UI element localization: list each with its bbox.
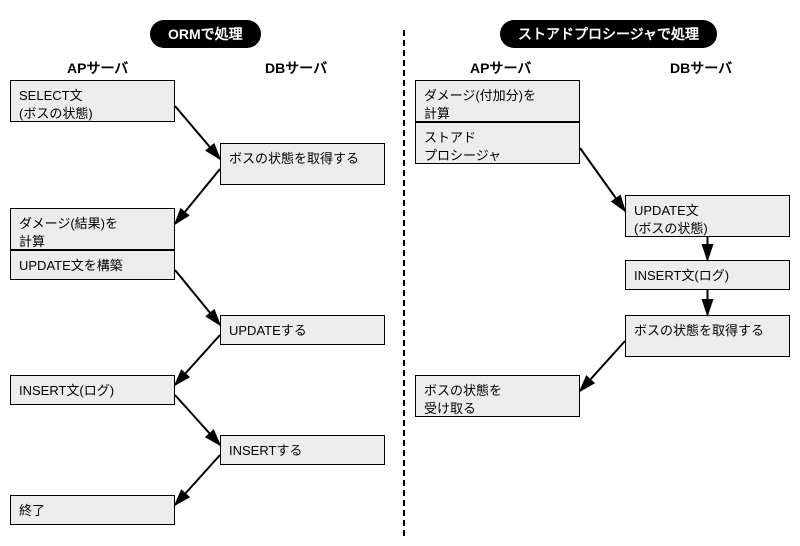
flow-node: ダメージ(結果)を 計算: [10, 208, 175, 250]
flow-node: INSERT文(ログ): [10, 375, 175, 405]
column-header-db: DBサーバ: [670, 58, 732, 78]
flow-arrow: [175, 455, 220, 505]
flow-node: ボスの状態を取得する: [220, 143, 385, 185]
flow-arrow: [175, 395, 220, 445]
column-header-db: DBサーバ: [265, 58, 327, 78]
flow-arrow: [175, 270, 220, 325]
flow-node: ボスの状態を 受け取る: [415, 375, 580, 417]
flow-arrow: [580, 341, 625, 391]
flow-node: SELECT文 (ボスの状態): [10, 80, 175, 122]
flow-node: UPDATEする: [220, 315, 385, 345]
flow-node: UPDATE文を構築: [10, 250, 175, 280]
flow-arrow: [175, 106, 220, 159]
flow-arrow: [175, 335, 220, 385]
section-title: ストアドプロシージャで処理: [500, 20, 717, 48]
flow-node: UPDATE文 (ボスの状態): [625, 195, 790, 237]
flow-node: INSERT文(ログ): [625, 260, 790, 290]
section-title: ORMで処理: [150, 20, 261, 48]
flow-arrow: [175, 169, 220, 224]
flow-node: ダメージ(付加分)を 計算: [415, 80, 580, 122]
vertical-divider: [403, 30, 405, 536]
flow-node: ボスの状態を取得する: [625, 315, 790, 357]
flow-node: ストアド プロシージャ: [415, 122, 580, 164]
column-header-ap: APサーバ: [67, 58, 128, 78]
flow-node: INSERTする: [220, 435, 385, 465]
flow-node: 終了: [10, 495, 175, 525]
column-header-ap: APサーバ: [470, 58, 531, 78]
flow-arrow: [580, 148, 625, 211]
